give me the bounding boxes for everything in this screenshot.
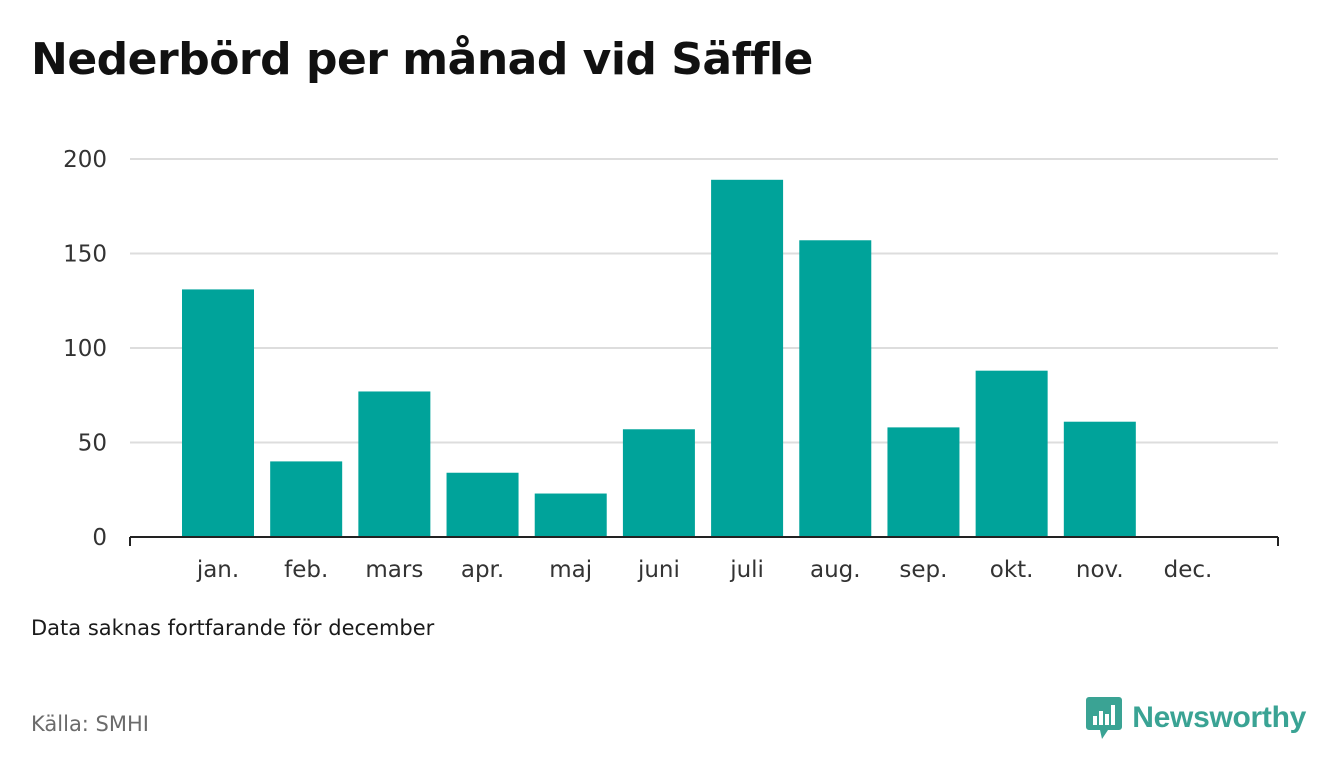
bar-maj (534, 493, 607, 537)
y-tick-label: 0 (92, 525, 107, 551)
bar-jan (182, 289, 254, 537)
x-tick-label: jan. (196, 557, 239, 583)
newsworthy-logo: Newsworthy (1086, 697, 1306, 739)
bar-juni (622, 429, 695, 537)
x-tick-label: aug. (810, 557, 861, 583)
bar-chart: 0 50 100 150 200 jan. feb. mars apr. maj juni juli a… (63, 147, 1279, 583)
x-tick-label: feb. (284, 557, 328, 583)
x-tick-label: okt. (990, 557, 1034, 583)
bars (182, 179, 1136, 538)
gridlines (130, 158, 1278, 444)
source-label: Källa: SMHI (31, 712, 149, 736)
x-tick-label: nov. (1076, 557, 1124, 583)
x-tick-label: juni (637, 557, 680, 583)
x-axis (129, 536, 1279, 546)
bar-sep (887, 427, 960, 537)
chart-title: Nederbörd per månad vid Säffle (31, 34, 813, 85)
bar-apr (446, 472, 519, 537)
tick-labels: 0 50 100 150 200 jan. feb. mars apr. maj juni juli a… (63, 147, 1212, 583)
y-tick-label: 100 (63, 336, 107, 362)
bar-chart-speech-bubble-icon (1086, 697, 1123, 739)
bar-nov (1063, 421, 1136, 537)
x-tick-label: mars (365, 557, 423, 583)
bar-juli (711, 179, 784, 538)
x-tick-label: dec. (1164, 557, 1213, 583)
bar-aug (799, 240, 872, 537)
bar-feb (270, 461, 343, 537)
y-tick-label: 50 (78, 431, 107, 457)
x-tick-label: juli (729, 557, 764, 583)
bar-okt (975, 370, 1048, 537)
y-tick-label: 150 (63, 242, 107, 268)
x-tick-label: maj (549, 557, 592, 583)
chart-note: Data saknas fortfarande för december (31, 616, 435, 640)
bar-mars (358, 391, 431, 537)
y-tick-label: 200 (63, 147, 107, 173)
x-tick-label: apr. (461, 557, 504, 583)
x-tick-label: sep. (899, 557, 947, 583)
brand-name: Newsworthy (1132, 701, 1306, 734)
